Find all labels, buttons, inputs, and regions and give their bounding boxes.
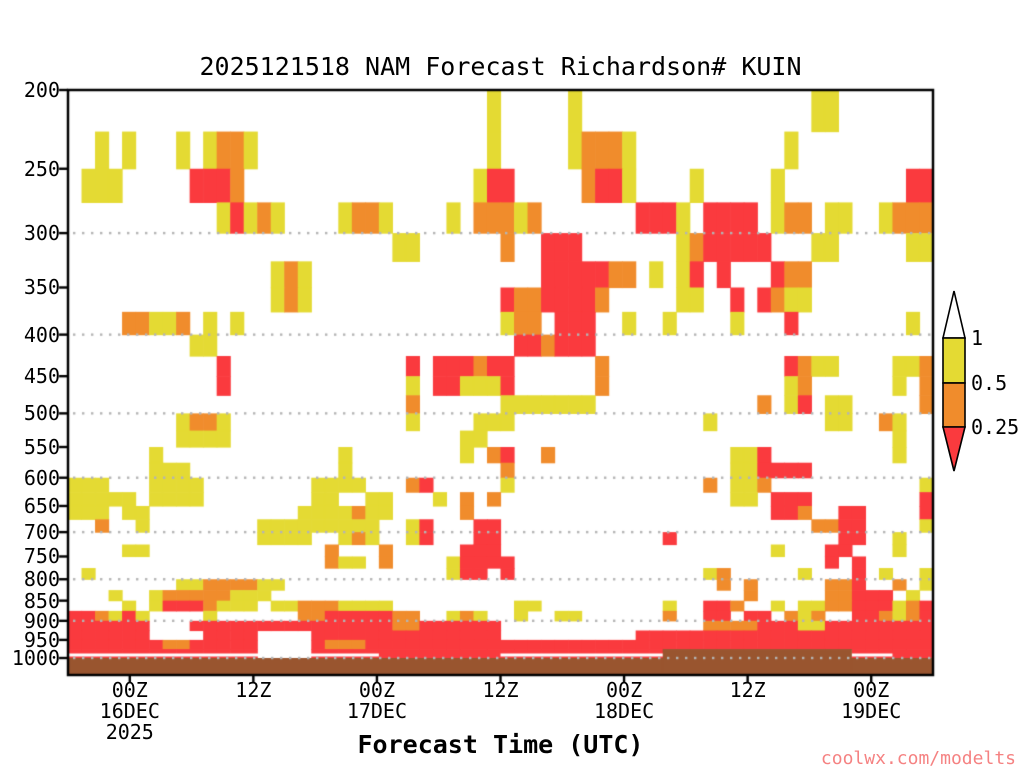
y-tick-label: 400 [23, 322, 60, 347]
y-tick-label: 950 [23, 627, 60, 652]
x-tick-label: 12Z [482, 678, 519, 702]
colorbar-label-0-5: 0.5 [971, 371, 1008, 395]
colorbar-legend [941, 290, 967, 472]
colorbar-yellow-band [942, 337, 966, 384]
y-tick-label: 250 [23, 156, 60, 181]
y-tick-label: 450 [23, 364, 60, 389]
y-tick-label: 550 [23, 435, 60, 459]
y-tick-label: 600 [23, 465, 60, 490]
y-tick-label: 750 [23, 544, 60, 569]
y-tick-label: 1000 [11, 646, 60, 670]
y-tick-label: 500 [23, 401, 60, 426]
x-tick-label: 00Z 16DEC 2025 [99, 678, 160, 744]
x-tick-label: 00Z 17DEC [346, 678, 408, 723]
chart-title: 2025121518 NAM Forecast Richardson# KUIN [199, 52, 802, 81]
colorbar-label-0-25: 0.25 [971, 415, 1020, 439]
y-tick-label: 650 [23, 493, 60, 518]
y-tick-label: 800 [23, 567, 60, 592]
y-tick-label: 350 [23, 275, 60, 300]
colorbar-lower-arrow [941, 426, 967, 472]
y-tick-label: 300 [23, 221, 60, 246]
colorbar-orange-band [942, 382, 966, 428]
x-tick-label: 12Z [235, 678, 272, 702]
x-axis-title: Forecast Time (UTC) [357, 730, 644, 759]
y-tick-label: 200 [23, 78, 60, 102]
colorbar-label-1: 1 [971, 326, 984, 350]
x-tick-label: 12Z [729, 678, 766, 702]
y-tick-label: 700 [23, 520, 60, 545]
x-tick-label: 00Z 18DEC [593, 678, 655, 723]
x-tick-label: 00Z 19DEC [841, 678, 902, 723]
y-tick-label: 900 [23, 608, 60, 633]
y-tick-label: 850 [23, 588, 60, 613]
colorbar-upper-arrow [941, 290, 967, 339]
watermark-text: coolwx.com/modelts [820, 748, 1016, 768]
